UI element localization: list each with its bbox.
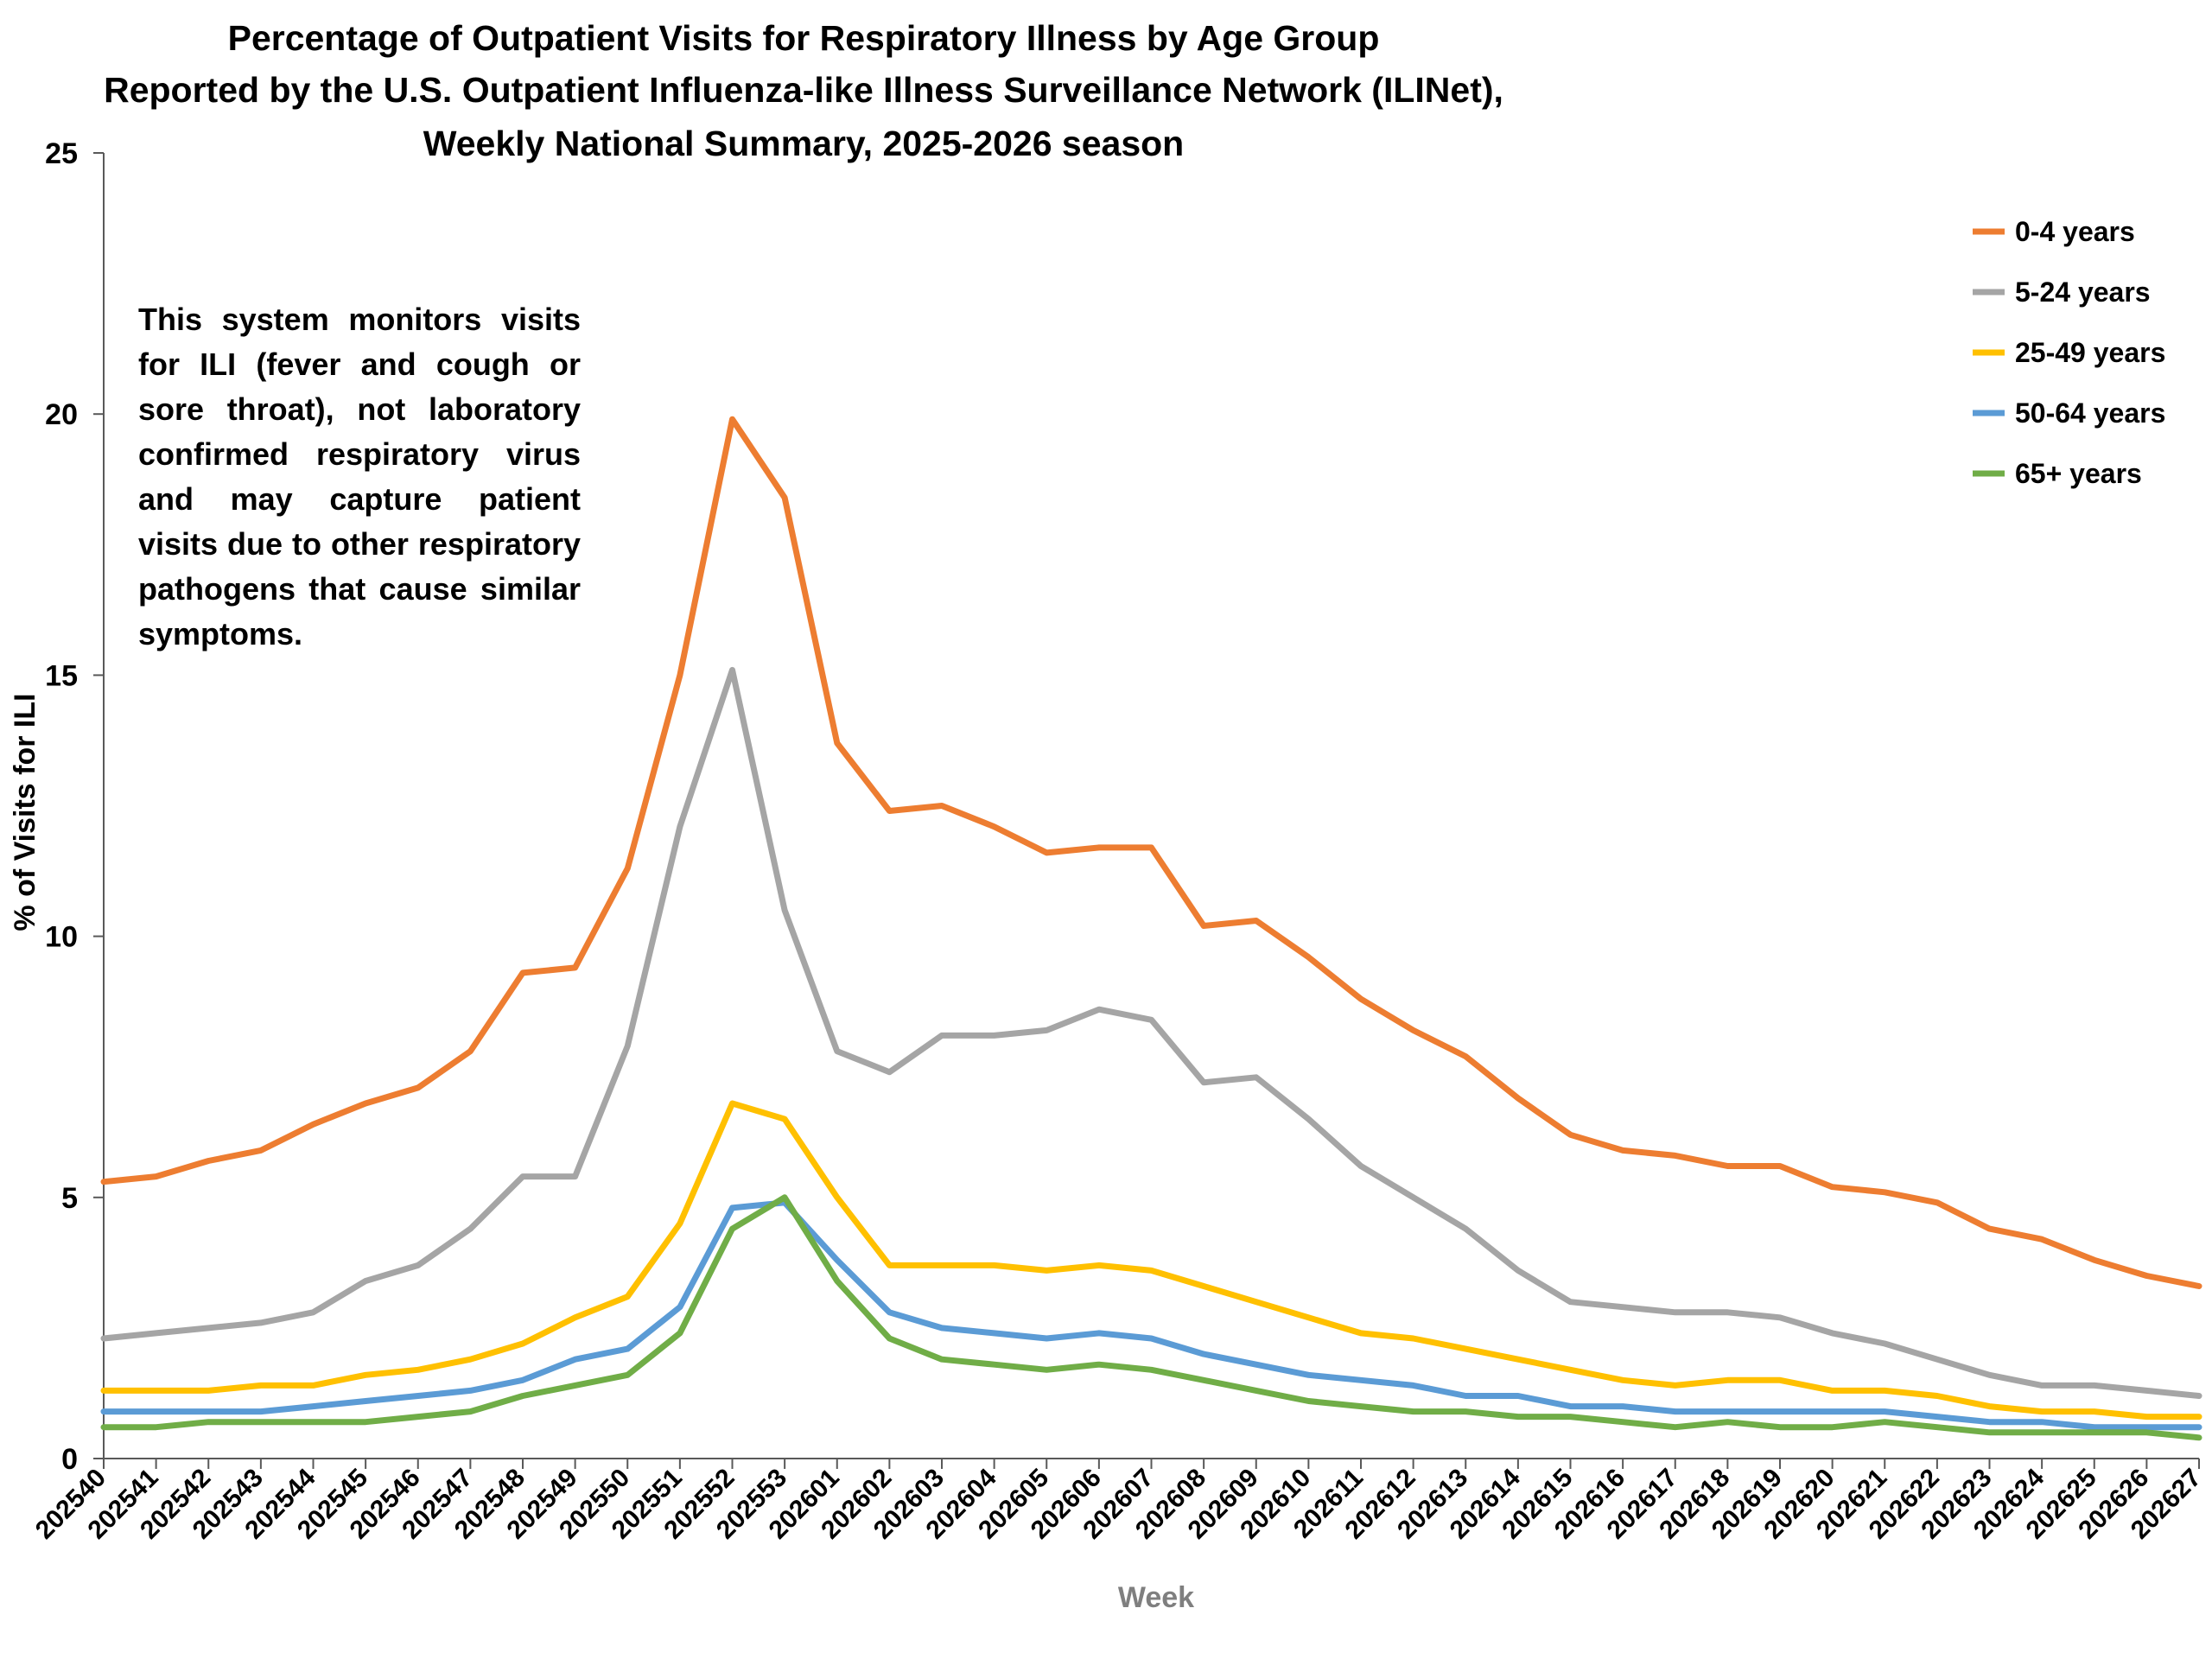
- chart-series: [100, 416, 2202, 1441]
- y-axis-ticks: 0 5 10 15 20 25: [45, 137, 104, 1476]
- series-line-50-64-years: [100, 1199, 2202, 1431]
- legend-label: 25-49 years: [2015, 337, 2165, 368]
- x-axis-ticks: 2025402025412025422025432025442025452025…: [30, 1459, 2207, 1545]
- legend-label: 5-24 years: [2015, 276, 2151, 308]
- y-tick-label: 0: [61, 1443, 78, 1476]
- series-line-25-49-years: [100, 1100, 2202, 1421]
- series-line-65-years: [100, 1194, 2202, 1441]
- y-tick-label: 20: [45, 398, 78, 431]
- x-axis-label: Week: [1118, 1581, 1194, 1614]
- chart-title-line: Percentage of Outpatient Visits for Resp…: [228, 18, 1380, 58]
- y-tick-label: 15: [45, 659, 78, 692]
- chart-title-line: Weekly National Summary, 2025-2026 seaso…: [423, 124, 1184, 163]
- series-line-0-4-years: [100, 416, 2202, 1289]
- series-line-5-24-years: [100, 666, 2202, 1399]
- y-tick-label: 5: [61, 1182, 78, 1215]
- y-tick-label: 25: [45, 137, 78, 170]
- legend-label: 50-64 years: [2015, 397, 2165, 429]
- y-tick-label: 10: [45, 921, 78, 954]
- legend-label: 0-4 years: [2015, 216, 2135, 247]
- chart-title: Percentage of Outpatient Visits for Resp…: [104, 18, 1503, 163]
- legend: 0-4 years 5-24 years 25-49 years 50-64 year…: [1973, 216, 2165, 489]
- chart-annotation: This system monitors visits for ILI (fev…: [138, 302, 581, 652]
- legend-label: 65+ years: [2015, 458, 2142, 489]
- chart-title-line: Reported by the U.S. Outpatient Influenz…: [104, 70, 1503, 110]
- y-axis-label: % of Visits for ILI: [9, 693, 41, 931]
